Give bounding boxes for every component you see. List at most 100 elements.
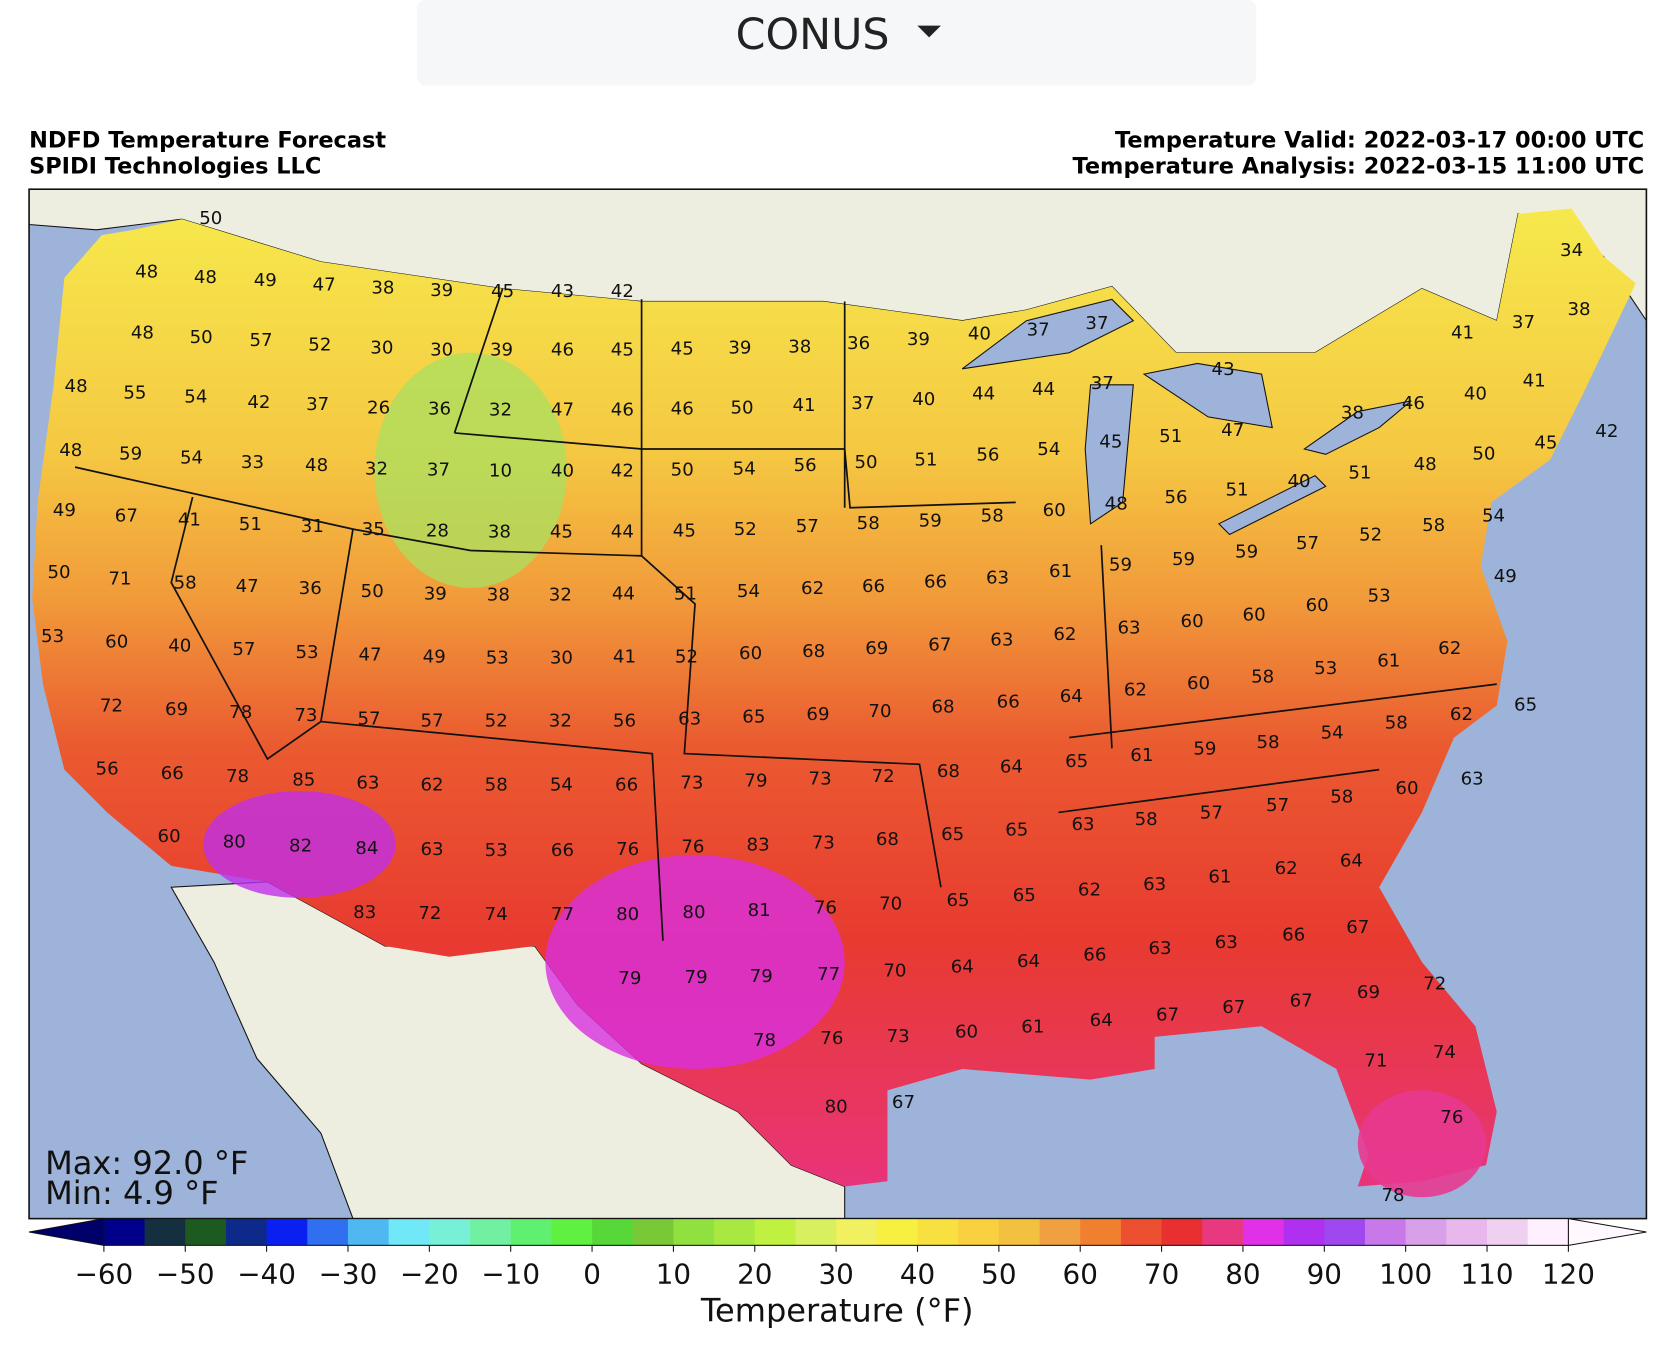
station-value: 39 <box>728 337 751 358</box>
colorbar-segment <box>1161 1218 1203 1246</box>
station-value: 60 <box>1181 611 1204 632</box>
station-value: 66 <box>1282 924 1305 945</box>
station-value: 56 <box>96 759 119 780</box>
station-value: 62 <box>421 775 444 796</box>
station-value: 50 <box>199 208 222 229</box>
station-value: 30 <box>550 647 573 668</box>
station-value: 41 <box>793 395 816 416</box>
dropdown[interactable]: CONUS <box>417 0 1257 86</box>
station-value: 64 <box>1060 686 1083 707</box>
station-value: 57 <box>1296 533 1319 554</box>
station-value: 54 <box>737 581 760 602</box>
station-value: 45 <box>550 521 573 542</box>
colorbar-tick-label: 60 <box>1063 1257 1098 1290</box>
station-value: 58 <box>485 775 508 796</box>
dropdown-label[interactable]: CONUS <box>736 10 890 60</box>
station-value: 37 <box>306 394 329 415</box>
station-value: 66 <box>924 572 947 593</box>
station-value: 48 <box>194 267 217 288</box>
colorbar-tick-label: −60 <box>75 1257 134 1290</box>
station-value: 54 <box>180 448 203 469</box>
station-value: 50 <box>731 397 754 418</box>
station-value: 58 <box>1135 809 1158 830</box>
station-value: 37 <box>1512 312 1535 333</box>
station-value: 54 <box>550 775 573 796</box>
station-value: 36 <box>299 578 322 599</box>
colorbar-segment <box>592 1218 634 1246</box>
station-value: 62 <box>1124 680 1147 701</box>
station-value: 78 <box>753 1030 776 1051</box>
station-value: 10 <box>489 460 512 481</box>
station-value: 47 <box>236 576 259 597</box>
colorbar-segment <box>673 1218 715 1246</box>
station-value: 54 <box>1321 722 1344 743</box>
lake <box>1303 400 1412 455</box>
station-value: 65 <box>742 706 765 727</box>
colorbar-segment <box>876 1218 919 1246</box>
station-value: 48 <box>59 440 82 461</box>
station-value: 67 <box>115 505 138 526</box>
station-value: 79 <box>744 770 767 791</box>
station-value: 73 <box>809 768 832 789</box>
station-value: 42 <box>247 392 270 413</box>
station-value: 44 <box>612 583 635 604</box>
station-value: 48 <box>131 323 154 344</box>
colorbar-tick-label: 110 <box>1461 1257 1514 1290</box>
station-value: 58 <box>174 573 197 594</box>
station-value: 57 <box>249 330 272 351</box>
colorbar-segment <box>754 1218 796 1246</box>
station-value: 69 <box>1357 982 1380 1003</box>
station-value: 76 <box>681 837 704 858</box>
station-value: 79 <box>618 968 641 989</box>
station-value: 63 <box>990 629 1013 650</box>
border-line <box>320 720 664 941</box>
colorbar-tick-label: −20 <box>400 1257 459 1290</box>
station-value: 56 <box>794 455 817 476</box>
border-line <box>320 288 846 722</box>
station-value: 46 <box>671 398 694 419</box>
colorbar-segment <box>429 1218 471 1246</box>
station-value: 69 <box>165 699 188 720</box>
hot-area <box>1357 1090 1487 1198</box>
colorbar-segment <box>1120 1218 1163 1246</box>
colorbar-tick-label: −40 <box>237 1257 296 1290</box>
dropdown-caret[interactable] <box>917 25 941 38</box>
station-value: 66 <box>862 576 885 597</box>
station-value: 54 <box>1482 505 1505 526</box>
station-value: 79 <box>685 967 708 988</box>
station-value: 45 <box>1099 432 1122 453</box>
station-value: 37 <box>427 459 450 480</box>
station-value: 52 <box>308 334 331 355</box>
station-labels: 50 48 48 49 47 38 39 45 43 42 48 50 57 52 30 30 39 46 45 45… <box>41 208 1618 1206</box>
station-value: 60 <box>1395 778 1418 799</box>
station-value: 80 <box>682 902 705 923</box>
station-value: 58 <box>1385 713 1408 734</box>
station-value: 56 <box>976 444 999 465</box>
station-value: 80 <box>223 831 246 852</box>
station-value: 44 <box>611 521 634 542</box>
station-value: 69 <box>806 704 829 725</box>
station-value: 53 <box>1368 585 1391 606</box>
colorbar-tick-label: 80 <box>1225 1257 1260 1290</box>
station-value: 68 <box>876 829 899 850</box>
station-value: 52 <box>1359 525 1382 546</box>
station-value: 53 <box>485 840 508 861</box>
colorbar-segment <box>1527 1218 1569 1246</box>
station-value: 33 <box>241 452 264 473</box>
colorbar-segment <box>1283 1218 1325 1246</box>
station-value: 37 <box>1027 319 1050 340</box>
station-value: 51 <box>674 583 697 604</box>
dropdown-box[interactable] <box>417 0 1257 86</box>
lake <box>1142 362 1273 429</box>
station-value: 63 <box>356 773 379 794</box>
station-value: 54 <box>1037 439 1060 460</box>
station-value: 62 <box>1275 858 1298 879</box>
station-value: 42 <box>611 460 634 481</box>
station-value: 37 <box>851 393 874 414</box>
station-value: 46 <box>1402 393 1425 414</box>
colorbar-segment <box>714 1218 756 1246</box>
station-value: 65 <box>941 824 964 845</box>
station-value: 48 <box>1105 494 1128 515</box>
station-value: 67 <box>1222 997 1245 1018</box>
station-value: 60 <box>105 631 128 652</box>
